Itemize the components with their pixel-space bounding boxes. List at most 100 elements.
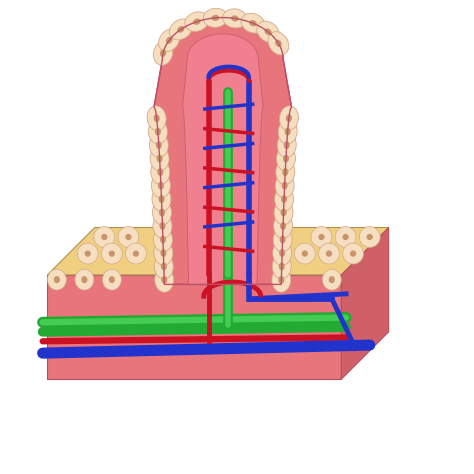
Polygon shape [341,228,389,379]
Ellipse shape [273,214,292,238]
Ellipse shape [156,155,163,163]
Ellipse shape [278,276,284,284]
Ellipse shape [274,187,293,211]
Ellipse shape [157,168,164,176]
Ellipse shape [366,234,373,240]
Ellipse shape [280,222,286,230]
Ellipse shape [166,36,173,44]
Ellipse shape [54,276,60,283]
Ellipse shape [161,276,167,284]
Ellipse shape [264,28,272,35]
Ellipse shape [160,236,166,244]
Ellipse shape [193,18,201,25]
Ellipse shape [158,195,164,203]
Ellipse shape [169,19,192,40]
Ellipse shape [101,234,108,240]
Ellipse shape [156,141,162,149]
Ellipse shape [101,243,122,264]
Ellipse shape [319,243,339,264]
Ellipse shape [147,106,166,130]
Ellipse shape [257,21,279,43]
Ellipse shape [161,263,167,270]
Ellipse shape [154,227,173,252]
Ellipse shape [185,12,209,31]
Ellipse shape [150,146,169,171]
Ellipse shape [282,168,288,176]
Ellipse shape [211,15,219,21]
Ellipse shape [155,128,161,136]
Polygon shape [47,228,389,275]
Ellipse shape [160,249,166,257]
Ellipse shape [125,234,132,240]
Polygon shape [47,275,341,379]
Ellipse shape [294,243,315,264]
Ellipse shape [322,269,341,290]
Ellipse shape [126,243,146,264]
Ellipse shape [159,29,180,52]
Polygon shape [182,34,263,284]
Ellipse shape [335,227,356,247]
Ellipse shape [109,250,115,257]
Ellipse shape [159,222,165,230]
Ellipse shape [272,268,291,292]
Ellipse shape [319,234,325,240]
Ellipse shape [311,227,332,247]
Ellipse shape [109,276,115,283]
Ellipse shape [153,214,172,238]
Ellipse shape [133,250,139,257]
Ellipse shape [84,250,91,257]
Ellipse shape [102,269,121,290]
Ellipse shape [152,187,171,211]
Ellipse shape [154,241,173,265]
Ellipse shape [281,209,287,217]
Ellipse shape [154,114,160,122]
Ellipse shape [94,227,115,247]
Polygon shape [154,18,292,284]
Ellipse shape [275,40,282,47]
Ellipse shape [177,26,184,33]
Ellipse shape [118,227,139,247]
Ellipse shape [343,243,364,264]
Ellipse shape [155,268,173,292]
Ellipse shape [148,119,167,144]
Ellipse shape [276,160,295,184]
Ellipse shape [280,236,286,244]
Ellipse shape [277,133,296,157]
Ellipse shape [272,254,291,279]
Ellipse shape [279,263,285,270]
Ellipse shape [278,119,297,144]
Ellipse shape [155,254,173,279]
Ellipse shape [342,234,349,240]
Ellipse shape [284,128,291,136]
Ellipse shape [273,227,292,252]
Ellipse shape [249,20,257,27]
Ellipse shape [241,13,265,33]
Ellipse shape [276,146,295,171]
Ellipse shape [279,249,285,257]
Ellipse shape [350,250,356,257]
Ellipse shape [283,155,289,163]
Ellipse shape [279,106,299,130]
Ellipse shape [77,243,98,264]
Ellipse shape [268,32,289,55]
Ellipse shape [282,182,288,190]
Ellipse shape [223,9,247,28]
Ellipse shape [82,276,87,283]
Ellipse shape [326,250,332,257]
Ellipse shape [273,241,292,265]
Ellipse shape [75,269,94,290]
Ellipse shape [158,182,164,190]
Ellipse shape [275,173,294,198]
Ellipse shape [328,276,335,283]
Ellipse shape [160,49,166,57]
Ellipse shape [274,200,293,225]
Ellipse shape [281,195,287,203]
Ellipse shape [149,133,168,157]
Ellipse shape [286,114,292,122]
Ellipse shape [151,173,170,198]
Ellipse shape [151,160,170,184]
Ellipse shape [153,200,172,225]
Ellipse shape [159,209,165,217]
Ellipse shape [302,250,308,257]
Ellipse shape [154,41,173,65]
